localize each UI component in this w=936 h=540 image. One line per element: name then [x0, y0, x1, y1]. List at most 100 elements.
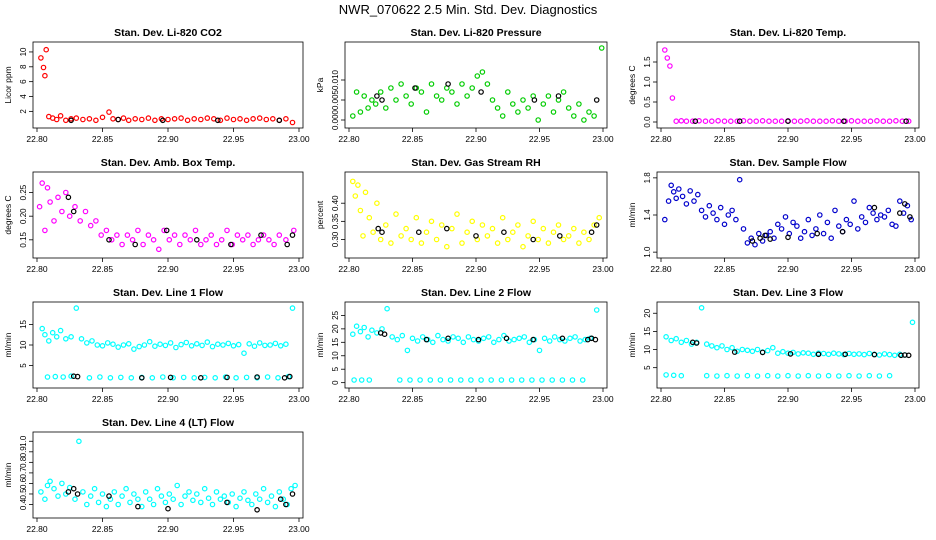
- data-point: [851, 351, 857, 358]
- data-point: [136, 343, 143, 350]
- data-point: [480, 335, 487, 342]
- data-point: [489, 97, 496, 103]
- data-point: [277, 496, 284, 503]
- data-point: [725, 212, 732, 218]
- data-point: [418, 89, 425, 95]
- data-point: [42, 331, 48, 338]
- y-tick-label: 10: [19, 340, 28, 349]
- data-point: [106, 109, 112, 115]
- data-point: [38, 55, 44, 61]
- data-point: [125, 117, 132, 124]
- data-point: [905, 352, 912, 359]
- data-point: [157, 341, 163, 348]
- data-point: [271, 241, 277, 248]
- data-point: [555, 93, 562, 99]
- data-point: [433, 236, 440, 243]
- data-point: [365, 105, 371, 111]
- data-point: [107, 496, 114, 503]
- data-point: [661, 47, 668, 53]
- data-point: [670, 189, 677, 195]
- data-point: [501, 332, 507, 339]
- data-point: [154, 485, 161, 492]
- data-point: [560, 89, 567, 95]
- data-point: [398, 81, 404, 87]
- data-point: [191, 374, 198, 381]
- data-point: [377, 236, 384, 243]
- plot-frame: [344, 41, 608, 129]
- data-point: [825, 351, 832, 358]
- data-point: [450, 334, 456, 340]
- data-point: [667, 63, 673, 69]
- data-point: [84, 340, 90, 346]
- data-point: [535, 236, 542, 243]
- data-point: [382, 222, 389, 228]
- y-tick-label: 15: [331, 337, 340, 346]
- data-point: [759, 349, 766, 356]
- data-point: [203, 237, 209, 243]
- chart-stan-dev-li-820-temp: Stan. Dev. Li-820 Temp. degrees C 22.80 22.…: [627, 27, 926, 144]
- data-point: [281, 374, 288, 381]
- data-point: [292, 482, 298, 489]
- data-point: [272, 503, 279, 510]
- y-tick-label: 0.000: [331, 109, 340, 130]
- data-point: [900, 210, 907, 216]
- data-point: [57, 327, 64, 334]
- data-point: [349, 178, 356, 185]
- data-point: [530, 218, 537, 225]
- data-point: [40, 64, 47, 71]
- data-point: [182, 493, 188, 499]
- data-point: [867, 118, 874, 125]
- chart-stan-dev-li-820-co2: Stan. Dev. Li-820 CO2 Licor ppm 22.80 22.85…: [3, 27, 310, 144]
- data-point: [901, 201, 908, 207]
- plot-frame: [656, 41, 920, 129]
- data-point: [178, 501, 184, 508]
- data-point: [59, 480, 65, 487]
- data-point: [289, 491, 296, 497]
- data-point: [813, 226, 819, 232]
- y-tick-label: 0.0: [643, 116, 652, 128]
- data-point: [714, 344, 720, 351]
- data-point: [479, 69, 486, 75]
- data-point: [132, 116, 139, 122]
- data-point: [66, 213, 73, 220]
- data-point: [815, 373, 822, 379]
- x-tick-label: 22.95: [223, 524, 245, 534]
- x-tick-label: 22.85: [402, 134, 424, 144]
- data-point: [163, 227, 170, 234]
- data-point: [874, 118, 880, 124]
- data-point: [790, 219, 796, 226]
- data-point: [104, 340, 111, 346]
- data-point: [289, 232, 296, 238]
- data-point: [663, 333, 669, 340]
- data-point: [714, 373, 720, 379]
- data-point: [678, 372, 685, 379]
- data-point: [245, 497, 251, 504]
- y-tick-label: 4: [19, 94, 28, 99]
- data-point: [55, 493, 61, 499]
- data-point: [183, 339, 190, 346]
- y-tick-label: 0.4: [19, 498, 28, 510]
- y-axis-label: ml/min: [3, 332, 13, 357]
- y-tick-label: 10: [643, 345, 652, 354]
- data-point: [473, 233, 479, 239]
- data-point: [861, 351, 868, 358]
- data-point: [255, 237, 262, 243]
- data-point: [423, 109, 430, 115]
- data-point: [736, 118, 743, 125]
- data-point: [907, 214, 913, 220]
- chart-stan-dev-sample-flow: Stan. Dev. Sample Flow ml/min 22.80 22.85 22…: [627, 157, 926, 274]
- data-point: [254, 506, 260, 513]
- data-point: [237, 116, 243, 122]
- data-point: [72, 496, 78, 503]
- x-tick-label: 23.00: [592, 264, 614, 274]
- y-axis-label: degrees C: [627, 65, 637, 104]
- page-title: NWR_070622 2.5 Min. Std. Dev. Diagnostic…: [338, 2, 598, 17]
- data-point: [464, 229, 470, 236]
- data-point: [428, 218, 435, 225]
- data-point: [815, 351, 822, 358]
- data-point: [192, 227, 199, 234]
- y-axis-label: ml/min: [627, 202, 637, 227]
- data-point: [673, 118, 680, 125]
- data-point: [459, 240, 465, 246]
- y-tick-label: 5: [331, 366, 340, 371]
